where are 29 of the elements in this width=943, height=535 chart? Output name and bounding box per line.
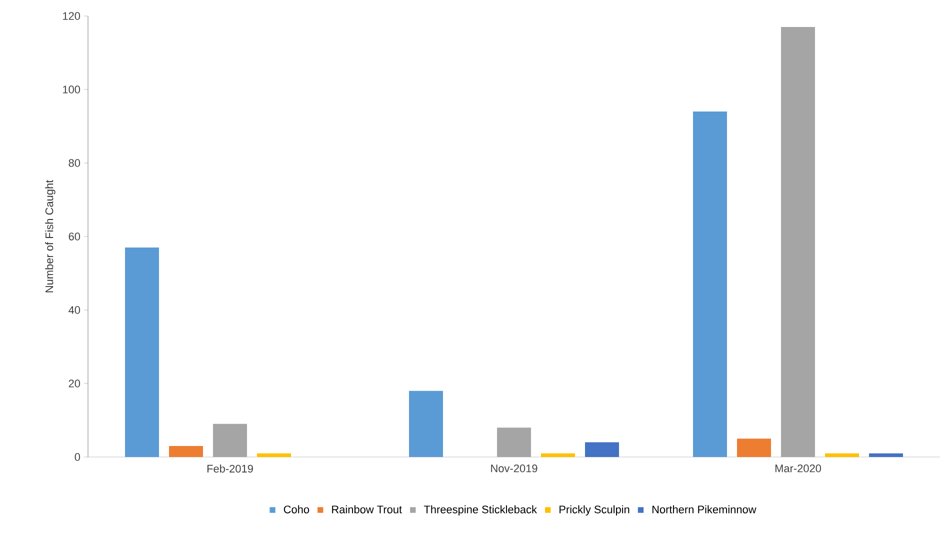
bar — [497, 428, 532, 457]
x-tick-label: Feb-2019 — [207, 464, 253, 473]
legend-label: Coho — [284, 505, 310, 514]
bar — [409, 390, 444, 457]
y-tick-label: 40 — [68, 306, 80, 314]
y-tick-label: 80 — [68, 159, 80, 167]
bar — [781, 27, 816, 457]
legend-label: Northern Pikeminnow — [652, 505, 756, 514]
bar — [257, 453, 292, 457]
y-tick-label: 120 — [63, 12, 80, 20]
bar — [541, 453, 576, 457]
legend-label: Rainbow Trout — [332, 505, 402, 514]
y-tick-label: 20 — [68, 380, 80, 388]
bar — [869, 453, 904, 457]
y-tick-label: 100 — [63, 86, 80, 94]
bar — [693, 112, 728, 457]
y-tick-label: 60 — [68, 232, 80, 240]
legend-label: Prickly Sculpin — [560, 505, 630, 516]
y-axis-title: Number of Fish Caught — [45, 180, 56, 292]
bar — [585, 442, 620, 457]
bar — [213, 424, 247, 457]
bar — [169, 446, 203, 457]
bar — [737, 438, 772, 457]
x-tick-label: Nov-2019 — [491, 464, 538, 472]
bar — [825, 453, 860, 457]
x-tick-label: Mar-2020 — [775, 464, 822, 472]
bar — [125, 248, 159, 457]
legend-label: Threespine Stickleback — [424, 505, 537, 516]
y-tick-label: 0 — [74, 453, 80, 461]
